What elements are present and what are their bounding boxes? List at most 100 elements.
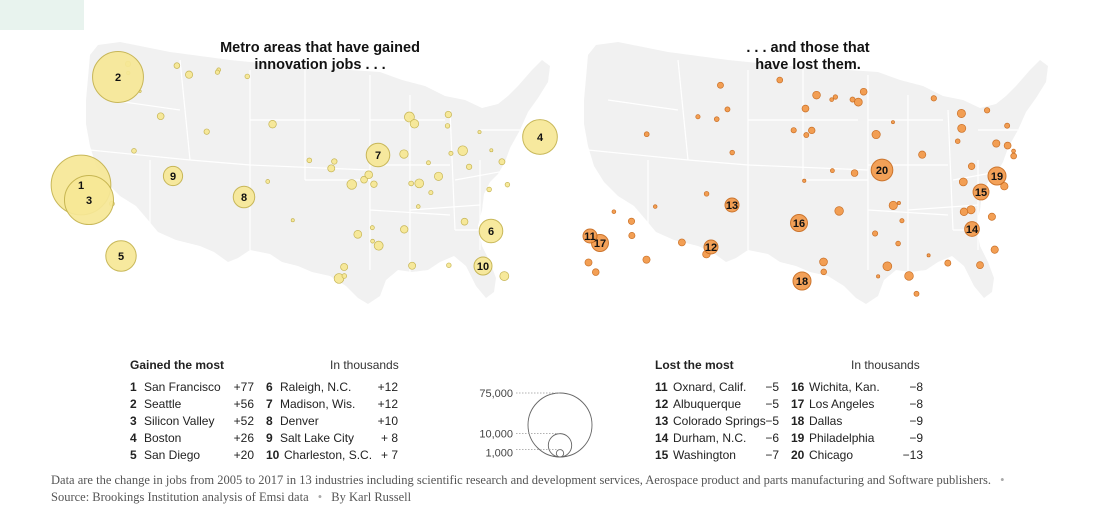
- lost-map: [584, 42, 1048, 304]
- gain-small-dot: [426, 160, 431, 166]
- loss-small-dot: [871, 129, 881, 140]
- footer: Data are the change in jobs from 2005 to…: [51, 472, 1051, 506]
- lost-row: 18 Dallas −9: [791, 414, 923, 431]
- legend-circle: [527, 392, 593, 458]
- gained-unit-label: In thousands: [330, 358, 399, 372]
- lost-metro-name: Chicago: [809, 448, 854, 462]
- loss-marker-18: [792, 271, 812, 291]
- lost-change-value: −5: [765, 414, 779, 428]
- gained-table: Gained the most In thousands 1 San Franci…: [130, 358, 430, 468]
- gain-small-dot: [434, 171, 444, 181]
- gain-small-dot: [444, 110, 452, 119]
- gained-rank: 5: [130, 448, 137, 462]
- gained-change-value: +77: [233, 380, 254, 394]
- gained-metro-name: Salt Lake City: [280, 431, 355, 445]
- loss-small-dot: [957, 123, 967, 133]
- gained-row: 9 Salt Lake City + 8: [266, 431, 398, 448]
- loss-small-dot: [592, 268, 600, 276]
- loss-small-dot: [976, 261, 984, 269]
- gained-metro-name: Denver: [280, 414, 319, 428]
- gain-small-dot: [486, 186, 492, 193]
- loss-small-dot: [888, 200, 898, 210]
- gained-metro-name: Seattle: [144, 397, 182, 411]
- gain-small-dot: [457, 145, 468, 156]
- gained-row: 2 Seattle +56: [130, 397, 254, 414]
- gain-small-dot: [346, 179, 357, 190]
- gained-metro-name: Charleston, S.C.: [284, 448, 373, 462]
- loss-small-dot: [1004, 122, 1011, 129]
- gain-marker-3: [63, 174, 115, 226]
- gained-title-line2: innovation jobs . . .: [254, 57, 386, 73]
- lost-metro-name: Wichita, Kan.: [809, 380, 880, 394]
- loss-small-dot: [990, 245, 999, 254]
- gain-small-dot: [185, 70, 194, 79]
- gain-marker-label-3: 3: [86, 195, 92, 207]
- loss-marker-20: [870, 158, 894, 182]
- gain-small-dot: [214, 69, 220, 75]
- gained-change-value: + 7: [380, 448, 398, 462]
- gained-change-value: +12: [377, 380, 398, 394]
- footer-source: Source: Brookings Institution analysis o…: [51, 490, 309, 504]
- loss-small-dot: [724, 106, 731, 113]
- gain-small-dot: [409, 119, 420, 129]
- lost-row: 13 Colorado Springs −5: [655, 414, 779, 431]
- gained-row: 3 Silicon Valley +52: [130, 414, 254, 431]
- lost-metro-name: Oxnard, Calif.: [673, 380, 747, 394]
- loss-small-dot: [1010, 152, 1017, 160]
- loss-small-dot: [1003, 141, 1012, 150]
- gained-row: 8 Denver +10: [266, 414, 398, 431]
- loss-small-dot: [918, 150, 927, 159]
- loss-small-dot: [790, 127, 797, 134]
- loss-small-dot: [803, 132, 810, 138]
- loss-small-dot: [642, 255, 651, 264]
- gained-change-value: +10: [377, 414, 398, 428]
- gained-metro-name: Raleigh, N.C.: [280, 380, 352, 394]
- gained-change-value: +12: [377, 397, 398, 411]
- loss-small-dot: [899, 218, 905, 224]
- gain-small-dot: [306, 157, 313, 164]
- gain-small-dot: [327, 164, 336, 173]
- lost-rank: 12: [655, 397, 669, 411]
- lost-metro-name: Washington: [673, 448, 736, 462]
- loss-small-dot: [627, 217, 636, 225]
- loss-marker-11: [582, 228, 598, 244]
- lost-table-header: Lost the most: [655, 358, 734, 372]
- gain-small-dot: [428, 190, 434, 196]
- lost-rank: 11: [655, 380, 668, 394]
- gain-marker-7: [365, 142, 391, 168]
- gain-marker-label-6: 6: [488, 226, 494, 238]
- loss-small-dot: [966, 205, 976, 215]
- loss-small-dot: [849, 96, 856, 103]
- gain-small-dot: [290, 218, 295, 223]
- gained-change-value: +52: [233, 414, 254, 428]
- lost-rank: 19: [791, 431, 805, 445]
- loss-marker-12: [703, 239, 719, 255]
- gain-marker-label-8: 8: [241, 192, 247, 204]
- lost-change-value: −9: [909, 431, 923, 445]
- footer-byline: By Karl Russell: [331, 490, 412, 504]
- loss-small-dot: [834, 206, 844, 216]
- gain-small-dot: [460, 217, 469, 226]
- lost-row: 11 Oxnard, Calif. −5: [655, 380, 779, 397]
- lost-change-value: −8: [909, 397, 923, 411]
- gain-marker-label-1: 1: [78, 180, 84, 192]
- gained-change-value: +26: [233, 431, 254, 445]
- loss-small-dot: [895, 240, 901, 247]
- loss-small-dot: [829, 97, 834, 102]
- gained-metro-name: San Diego: [144, 448, 201, 462]
- lost-metro-name: Durham, N.C.: [673, 431, 747, 445]
- gained-row: 6 Raleigh, N.C. +12: [266, 380, 398, 397]
- lost-row: 20 Chicago −13: [791, 448, 923, 465]
- gain-small-dot: [504, 182, 511, 188]
- gained-title: Metro areas that have gained innovation …: [200, 40, 440, 74]
- gain-small-dot: [414, 178, 425, 189]
- gained-table-header: Gained the most: [130, 358, 225, 372]
- loss-small-dot: [882, 261, 893, 272]
- gain-small-dot: [203, 128, 210, 135]
- loss-small-dot: [959, 207, 969, 216]
- gain-small-dot: [399, 149, 409, 159]
- lost-row: 19 Philadelphia −9: [791, 431, 923, 448]
- gain-small-dot: [400, 225, 409, 234]
- lost-change-value: −9: [909, 414, 923, 428]
- lost-unit-label: In thousands: [851, 358, 920, 372]
